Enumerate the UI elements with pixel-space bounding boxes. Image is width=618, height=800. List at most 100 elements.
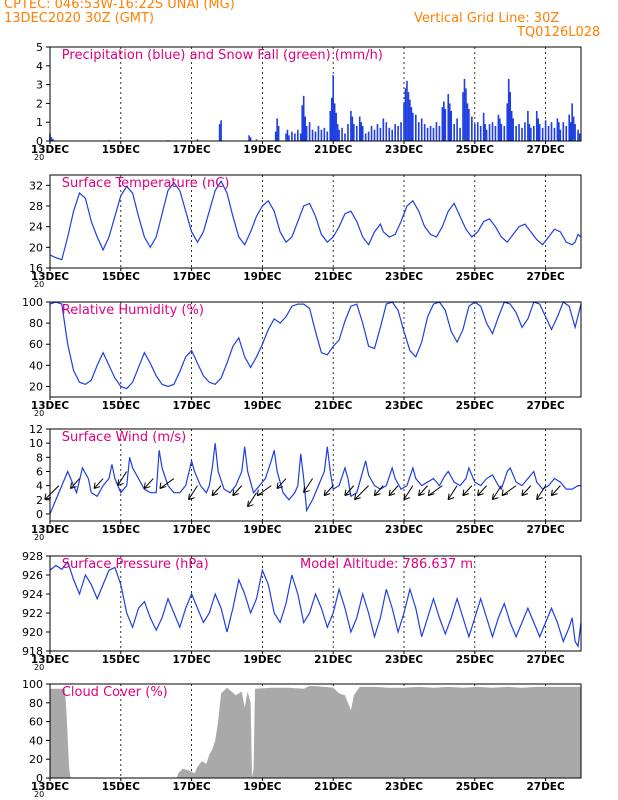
precip-bar bbox=[351, 116, 354, 141]
y-tick-label: 80 bbox=[29, 317, 43, 330]
x-tick-label: 19DEC bbox=[243, 654, 282, 666]
precip-bar bbox=[367, 131, 370, 141]
y-tick-label: 10 bbox=[29, 437, 43, 450]
y-tick-label: 32 bbox=[29, 179, 43, 192]
x-tick-label: 23DEC bbox=[385, 271, 424, 283]
x-tick-label: 17DEC bbox=[172, 524, 211, 536]
y-tick-label: 60 bbox=[29, 338, 43, 351]
wind-arrow-head bbox=[373, 489, 381, 497]
precip-bar bbox=[358, 116, 361, 141]
y-tick-label: 100 bbox=[22, 678, 43, 691]
precip-bar bbox=[385, 122, 388, 141]
y-tick-label: 0 bbox=[36, 508, 43, 521]
y-tick-label: 40 bbox=[29, 734, 43, 747]
x-tick-label: 17DEC bbox=[172, 654, 211, 666]
precip-bar bbox=[335, 112, 337, 141]
y-tick-label: 80 bbox=[29, 697, 43, 710]
precip-bar bbox=[330, 97, 333, 141]
precip-bar bbox=[409, 99, 411, 141]
precip-bar bbox=[462, 92, 464, 141]
precip-bar bbox=[562, 122, 565, 141]
precip-bar bbox=[459, 127, 461, 141]
x-tick-label: 21DEC bbox=[314, 144, 353, 156]
y-tick-label: 920 bbox=[22, 626, 43, 639]
x-tick-label: 23DEC bbox=[385, 781, 424, 793]
precip-bar bbox=[429, 125, 432, 141]
x-tick-label: 15DEC bbox=[102, 271, 141, 283]
x-tick-label: 21DEC bbox=[314, 781, 353, 793]
y-tick-label: 4 bbox=[36, 480, 43, 493]
wind-arrow bbox=[550, 485, 561, 496]
wind-arrow-head bbox=[232, 489, 239, 497]
precip-bar bbox=[373, 129, 376, 141]
precip-bar bbox=[509, 92, 512, 141]
series-line-pres bbox=[49, 560, 582, 649]
wind-arrow-head bbox=[303, 486, 310, 494]
precip-bar bbox=[299, 133, 302, 141]
wind-arrow bbox=[354, 485, 369, 500]
x-tick-label: 23DEC bbox=[385, 144, 424, 156]
precip-bar bbox=[535, 110, 538, 141]
panel-subtitle: Model Altitude: 786.637 m bbox=[300, 557, 473, 572]
precip-bar bbox=[521, 127, 523, 141]
panel-wind bbox=[44, 428, 582, 524]
precip-bar bbox=[571, 103, 573, 141]
wind-arrow-head bbox=[323, 489, 331, 497]
panel-title: Relative Humidity (%) bbox=[62, 303, 204, 318]
x-tick-label: 21DEC bbox=[314, 400, 353, 412]
wind-arrow-head bbox=[388, 489, 396, 497]
series-line-rh bbox=[49, 301, 582, 390]
y-tick-label: 60 bbox=[29, 716, 43, 729]
wind-arrow-head bbox=[117, 479, 124, 486]
precip-bar bbox=[333, 103, 336, 141]
precip-bar bbox=[537, 118, 540, 141]
wind-arrow-head bbox=[159, 482, 167, 490]
wind-arrow bbox=[491, 485, 502, 500]
precip-bar bbox=[277, 125, 280, 141]
x-year-label: 20 bbox=[34, 790, 44, 799]
precip-bar bbox=[400, 122, 402, 141]
precip-bar bbox=[218, 124, 221, 141]
precip-bar bbox=[410, 107, 413, 141]
wind-arrow bbox=[477, 485, 487, 496]
precip-bar bbox=[376, 124, 379, 141]
y-tick-label: 928 bbox=[22, 550, 43, 563]
wind-arrow-head bbox=[70, 482, 77, 490]
precip-bar bbox=[379, 127, 382, 141]
x-tick-label: 15DEC bbox=[102, 654, 141, 666]
precip-bar bbox=[276, 118, 278, 141]
y-tick-label: 3 bbox=[36, 79, 43, 92]
x-tick-label: 27DEC bbox=[526, 400, 565, 412]
wind-arrow bbox=[428, 485, 443, 497]
x-tick-label: 25DEC bbox=[456, 271, 495, 283]
precip-bar bbox=[553, 127, 556, 141]
precip-bar bbox=[350, 110, 352, 141]
precip-bar bbox=[503, 125, 506, 141]
precip-bar bbox=[305, 125, 308, 141]
precip-bar bbox=[556, 118, 559, 141]
precip-bar bbox=[432, 127, 435, 141]
x-tick-label: 17DEC bbox=[172, 781, 211, 793]
series-line-temp bbox=[49, 179, 582, 261]
precip-bar bbox=[286, 129, 289, 141]
precip-bar bbox=[302, 95, 305, 141]
y-tick-label: 924 bbox=[22, 588, 43, 601]
wind-arrow-head bbox=[477, 489, 484, 497]
precip-bar bbox=[507, 78, 510, 141]
wind-arrow bbox=[159, 478, 175, 489]
precip-bar bbox=[406, 80, 408, 141]
wind-arrow bbox=[117, 471, 128, 486]
precip-bar bbox=[317, 125, 320, 141]
x-tick-label: 19DEC bbox=[243, 400, 282, 412]
precip-bar bbox=[355, 125, 358, 141]
precip-bar bbox=[360, 122, 363, 141]
y-tick-label: 918 bbox=[22, 645, 43, 658]
wind-arrow bbox=[188, 485, 198, 500]
wind-arrow-head bbox=[550, 489, 558, 497]
y-tick-label: 24 bbox=[29, 221, 43, 234]
precip-bar bbox=[323, 127, 326, 141]
wind-arrow-head bbox=[447, 493, 455, 501]
precip-bar bbox=[550, 122, 553, 141]
panel-title: Precipitation (blue) and Snow Fall (gree… bbox=[62, 48, 383, 63]
